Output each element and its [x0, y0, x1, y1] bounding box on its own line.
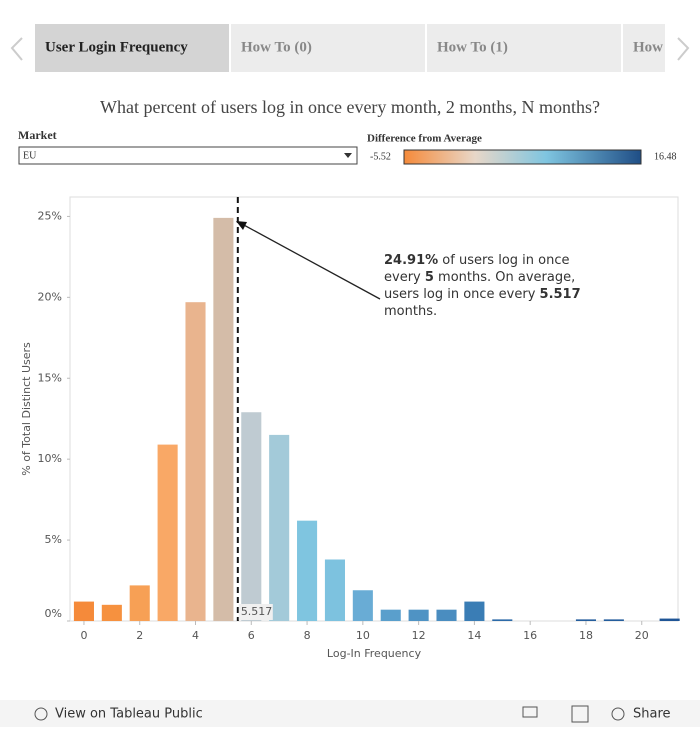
x-tick-label: 6 — [248, 629, 255, 642]
y-tick-label: 5% — [45, 533, 62, 546]
annotation-part: months. On average, — [434, 270, 575, 285]
annotation-part: months. — [384, 304, 437, 319]
bar — [73, 601, 94, 621]
legend-title: Difference from Average — [367, 133, 482, 145]
y-tick-label: 25% — [38, 209, 62, 222]
tab-label[interactable]: User Login Frequency — [45, 39, 188, 55]
filter-label: Market — [18, 128, 57, 142]
annotation-part: 5.517 — [540, 287, 581, 302]
bar — [269, 434, 290, 621]
x-tick-label: 2 — [136, 629, 143, 642]
bar — [157, 444, 178, 621]
tab[interactable] — [35, 24, 229, 72]
annotation: users log in once every 5.517 — [384, 287, 581, 302]
bar — [659, 618, 680, 621]
fullscreen-icon[interactable] — [571, 705, 589, 723]
legend-min: -5.52 — [370, 151, 391, 162]
x-tick-label: 4 — [192, 629, 199, 642]
next-arrow[interactable] — [677, 37, 690, 61]
bar — [129, 585, 150, 621]
annotation: every 5 months. On average, — [384, 270, 575, 285]
chart-title: What percent of users log in once every … — [100, 97, 600, 117]
tableau-icon[interactable] — [34, 707, 48, 721]
y-tick-label: 0% — [45, 607, 62, 620]
bar — [492, 619, 513, 621]
tab[interactable] — [623, 24, 665, 72]
x-axis-label: Log-In Frequency — [327, 647, 422, 660]
bar — [101, 604, 122, 621]
bar — [603, 619, 624, 621]
x-tick-label: 16 — [523, 629, 537, 642]
reference-label-bg — [238, 604, 273, 620]
annotation-part: 24.91% — [384, 253, 438, 268]
tab-label[interactable]: How — [633, 39, 663, 55]
tab-label[interactable]: How To (1) — [437, 39, 508, 55]
annotation-part: of users log in once — [438, 253, 569, 268]
filter-value: EU — [23, 150, 37, 161]
share-icon[interactable] — [611, 707, 625, 721]
bar — [408, 609, 429, 621]
annotation-part: every — [384, 270, 425, 285]
legend-gradient — [403, 149, 642, 165]
bar — [352, 590, 373, 621]
x-tick-label: 18 — [579, 629, 593, 642]
x-tick-label: 14 — [467, 629, 481, 642]
annotation: 24.91% of users log in once — [384, 253, 569, 268]
annotation-arrow — [241, 223, 381, 300]
bar — [241, 412, 262, 621]
view-link[interactable]: View on Tableau Public — [55, 707, 203, 722]
x-tick-label: 0 — [80, 629, 87, 642]
reference-label: 5.517 — [241, 605, 273, 618]
bar — [324, 559, 345, 621]
tab[interactable] — [231, 24, 425, 72]
tab-label[interactable]: How To (0) — [241, 39, 312, 55]
y-tick-label: 10% — [38, 452, 62, 465]
bar — [436, 609, 457, 621]
bar — [380, 609, 401, 621]
dropdown-arrow[interactable] — [344, 153, 352, 158]
prev-arrow[interactable] — [10, 37, 23, 61]
legend-max: 16.48 — [654, 151, 677, 162]
x-tick-label: 10 — [356, 629, 370, 642]
footer-icons — [34, 705, 625, 723]
bar — [297, 520, 318, 621]
y-tick-label: 15% — [38, 371, 62, 384]
y-axis-label: % of Total Distinct Users — [20, 342, 33, 476]
filter-select[interactable] — [18, 146, 358, 165]
x-tick-label: 12 — [412, 629, 426, 642]
y-tick-label: 20% — [38, 290, 62, 303]
bar — [213, 217, 234, 621]
bar — [464, 601, 485, 621]
annotation: months. — [384, 304, 437, 319]
annotation-part: users log in once every — [384, 287, 540, 302]
annotation-arrowhead — [236, 221, 247, 230]
tab[interactable] — [427, 24, 621, 72]
download-icon[interactable] — [522, 706, 538, 718]
bar — [185, 302, 206, 621]
x-tick-label: 8 — [304, 629, 311, 642]
plot-frame — [69, 196, 679, 622]
x-tick-label: 20 — [635, 629, 649, 642]
share-button[interactable]: Share — [633, 707, 671, 722]
bar — [575, 619, 597, 621]
annotation-part: 5 — [425, 270, 434, 285]
